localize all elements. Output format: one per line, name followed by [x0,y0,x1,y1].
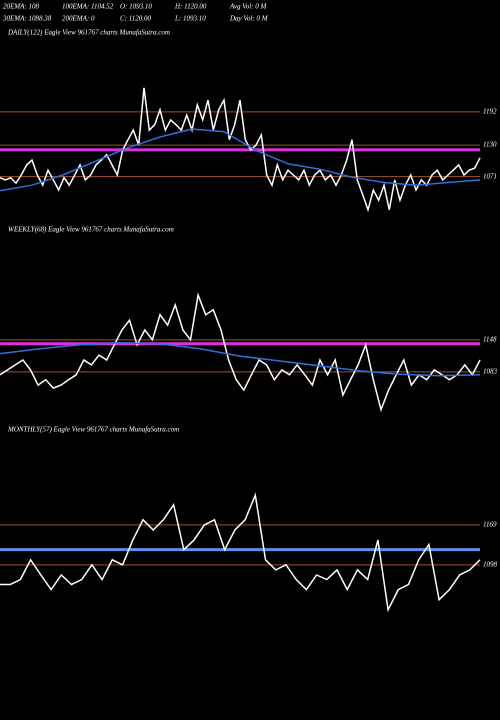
header-text: 30EMA: 1088.38 [2,15,52,23]
y-tick-label: 1192 [483,107,497,115]
y-tick-label: 1169 [483,521,497,529]
y-tick-label: 1083 [483,367,498,375]
y-tick-label: 1098 [483,560,498,568]
header-text: H: 1120.00 [174,3,207,11]
header-text: Avg Vol: 0 M [229,3,268,11]
header-text: 200EMA: 0 [62,15,95,23]
header-text: 100EMA: 1104.52 [62,3,114,11]
y-tick-label: 1071 [483,172,497,180]
chart-title: WEEKLY(68) Eagle View 961767 charts Muna… [8,226,174,234]
y-tick-label: 1148 [483,335,497,343]
price-line [0,128,481,192]
header: 20EMA: 108 100EMA: 1104.52 O: 1093.10 H:… [2,3,269,23]
header-text: O: 1093.10 [120,3,152,11]
price-line [0,342,481,377]
header-text: L: 1093.10 [174,15,206,23]
header-text: 20EMA: 108 [3,3,39,11]
price-line [0,87,481,213]
header-text: C: 1120.00 [120,15,151,23]
chart-title: DAILY(122) Eagle View 961767 charts Muna… [7,29,170,37]
price-line [0,492,481,613]
header-text: Day Vol: 0 M [229,15,269,23]
y-tick-label: 1130 [483,141,497,149]
chart-title: MONTHLY(57) Eagle View 961767 charts Mun… [7,426,179,434]
price-line [0,292,481,413]
